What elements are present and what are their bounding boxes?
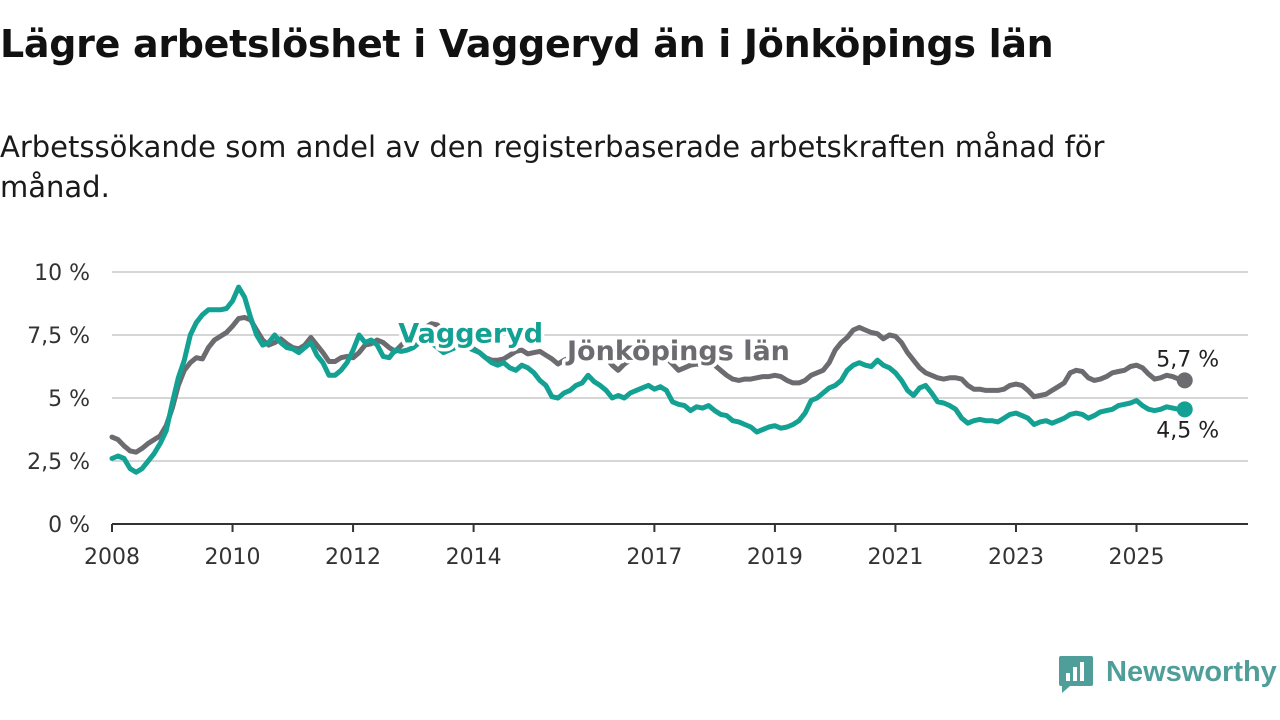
y-tick-label: 5 % bbox=[48, 387, 90, 412]
series-labels: Jönköpings län Vaggeryd 5,7 % 4,5 % bbox=[395, 315, 1221, 445]
series-line-vaggeryd bbox=[109, 284, 1188, 475]
y-tick-label: 0 % bbox=[48, 513, 90, 538]
x-axis: 2008 2010 2012 2014 2017 2019 2021 2023 2025 bbox=[84, 523, 1248, 570]
x-tick-label: 2012 bbox=[325, 545, 381, 570]
series-lines bbox=[109, 284, 1193, 475]
y-tick-label: 10 % bbox=[34, 261, 90, 286]
gridlines bbox=[112, 271, 1248, 462]
chart-subtitle: Arbetssökande som andel av den registerb… bbox=[0, 130, 1105, 204]
x-tick-label: 2008 bbox=[84, 545, 140, 570]
x-tick-label: 2025 bbox=[1109, 545, 1165, 570]
x-tick-label: 2017 bbox=[626, 545, 682, 570]
end-value-label-jonkopings-lan: 5,7 % bbox=[1156, 347, 1219, 372]
end-value-label-vaggeryd: 4,5 % bbox=[1156, 418, 1219, 443]
brand-name: Newsworthy bbox=[1106, 656, 1277, 688]
series-label-vaggeryd: Vaggeryd bbox=[398, 319, 543, 350]
x-tick-label: 2014 bbox=[446, 545, 502, 570]
newsworthy-logo-icon bbox=[1059, 656, 1093, 693]
y-tick-label: 7,5 % bbox=[27, 324, 90, 349]
newsworthy-logo: Newsworthy bbox=[1058, 655, 1280, 695]
x-tick-label: 2019 bbox=[747, 545, 803, 570]
y-axis-tick-labels: 0 % 2,5 % 5 % 7,5 % 10 % bbox=[27, 261, 90, 538]
x-tick-label: 2023 bbox=[988, 545, 1044, 570]
y-tick-label: 2,5 % bbox=[27, 450, 90, 475]
x-tick-label: 2010 bbox=[205, 545, 261, 570]
series-end-point-vaggeryd bbox=[1176, 401, 1193, 418]
x-tick-label: 2021 bbox=[867, 545, 923, 570]
series-label-jonkopings-lan: Jönköpings län bbox=[565, 336, 790, 367]
line-chart: 0 % 2,5 % 5 % 7,5 % 10 % 2008 2010 2012 2014 201… bbox=[27, 261, 1248, 570]
series-end-point-jonkopings-lan bbox=[1176, 372, 1193, 389]
chart-title: Lägre arbetslöshet i Vaggeryd än i Jönkö… bbox=[0, 22, 1054, 66]
